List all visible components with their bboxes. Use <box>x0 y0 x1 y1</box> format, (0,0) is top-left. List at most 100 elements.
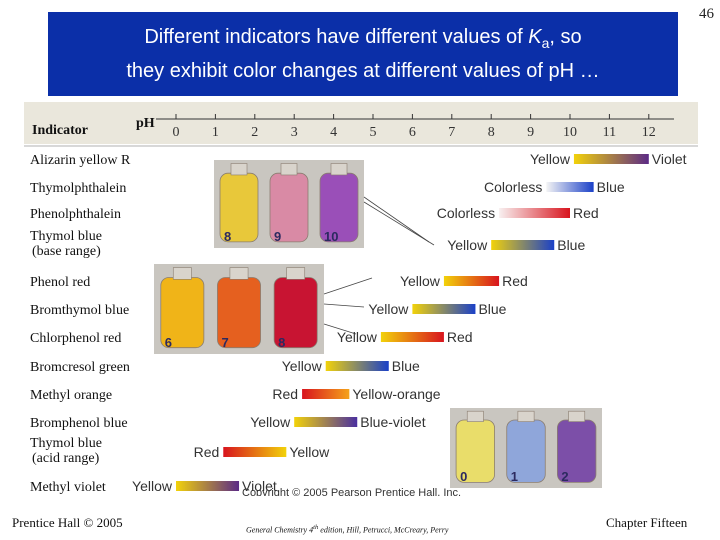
copyright-notice: Copyright © 2005 Pearson Prentice Hall, … <box>242 487 461 496</box>
high-ph-color-label: Blue <box>557 237 585 253</box>
bottle-ph-label: 0 <box>460 469 467 484</box>
color-transition-bar <box>412 304 476 314</box>
ph-tick-label: 2 <box>251 125 258 140</box>
ph-tick-label: 1 <box>212 125 219 140</box>
slide-title: Different indicators have different valu… <box>48 12 678 96</box>
indicator-name: Chlorphenol red <box>30 331 121 346</box>
title-k-subscript: a <box>541 35 550 51</box>
color-transition-bar <box>325 361 389 371</box>
slide-number: 46 <box>699 6 714 22</box>
indicator-name: Thymolphthalein <box>30 181 126 196</box>
indicator-name: Bromthymol blue <box>30 303 129 318</box>
ph-tick-label: 11 <box>603 125 616 140</box>
color-transition-bar <box>302 389 350 399</box>
low-ph-color-label: Yellow <box>250 414 291 430</box>
header-ph-label: pH <box>136 116 155 131</box>
color-transition-bar <box>176 481 240 491</box>
ph-tick-label: 3 <box>291 125 298 140</box>
bottle-cap <box>568 410 586 422</box>
low-ph-color-label: Yellow <box>447 237 488 253</box>
high-ph-color-label: Blue <box>392 358 420 374</box>
low-ph-color-label: Yellow <box>368 301 409 317</box>
bottle-ph-label: 8 <box>278 335 285 350</box>
ph-tick-label: 6 <box>409 125 416 140</box>
indicator-name: Phenolphthalein <box>30 207 121 222</box>
ph-tick-label: 4 <box>330 125 337 140</box>
high-ph-color-label: Red <box>502 273 528 289</box>
high-ph-color-label: Yellow-orange <box>352 386 440 402</box>
high-ph-color-label: Blue-violet <box>360 414 425 430</box>
low-ph-color-label: Yellow <box>282 358 323 374</box>
footer-citation-sup: th <box>313 524 319 531</box>
indicator-name: Phenol red <box>30 275 90 290</box>
color-transition-bar <box>443 276 500 286</box>
high-ph-color-label: Blue <box>478 301 506 317</box>
photo-pointer-line <box>323 277 373 295</box>
ph-tick-label: 12 <box>642 125 656 140</box>
low-ph-color-label: Colorless <box>437 205 495 221</box>
title-k-symbol: K <box>528 26 542 48</box>
photo-pointer-line <box>323 303 365 308</box>
high-ph-color-label: Yellow <box>289 444 330 460</box>
indicator-name: Methyl orange <box>30 388 112 403</box>
bottle-ph-label: 10 <box>324 229 338 244</box>
high-ph-color-label: Red <box>573 205 599 221</box>
bottle-cap <box>286 267 306 280</box>
low-ph-color-label: Yellow <box>530 151 571 167</box>
ph-tick-label: 9 <box>527 125 534 140</box>
bottle-cap <box>466 410 484 422</box>
indicator-name: Bromcresol green <box>30 360 130 375</box>
indicator-name: Alizarin yellow R <box>30 153 131 168</box>
bottle-ph-label: 6 <box>165 335 172 350</box>
bottle-ph-label: 1 <box>511 469 518 484</box>
bottle-ph-label: 7 <box>221 335 228 350</box>
header-indicator-label: Indicator <box>32 123 88 138</box>
color-transition-bar <box>546 182 594 192</box>
photo-pointer-line <box>363 201 435 246</box>
color-transition-bar <box>223 447 287 457</box>
title-line-2: they exhibit color changes at different … <box>126 60 600 82</box>
bottle-ph-label: 2 <box>561 469 568 484</box>
ph-tick-label: 8 <box>488 125 495 140</box>
indicator-name: Bromphenol blue <box>30 416 128 431</box>
title-line-1: Different indicators have different valu… <box>48 23 678 57</box>
photo-pointer-line <box>363 196 430 243</box>
ph-tick-label: 7 <box>448 125 455 140</box>
high-ph-color-label: Blue <box>597 179 625 195</box>
low-ph-color-label: Red <box>194 444 220 460</box>
bottle-cap <box>517 410 535 422</box>
footer-citation-suffix: edition, Hill, Petrucci, McCreary, Perry <box>318 525 449 535</box>
bottle-cap <box>172 267 192 280</box>
footer-chapter: Chapter Fifteen <box>606 515 688 530</box>
high-ph-color-label: Violet <box>652 151 687 167</box>
low-ph-color-label: Red <box>272 386 298 402</box>
color-transition-bar <box>573 154 649 164</box>
bottle-cap <box>230 163 248 176</box>
low-ph-color-label: Colorless <box>484 179 542 195</box>
ph-tick-label: 0 <box>173 125 180 140</box>
high-ph-color-label: Red <box>447 329 473 345</box>
bottle-cap <box>280 163 298 176</box>
bottle-ph-label: 8 <box>224 229 231 244</box>
color-transition-bar <box>294 417 358 427</box>
title-line-1-suffix: , so <box>549 26 582 48</box>
footer-publisher: Prentice Hall © 2005 <box>12 515 123 530</box>
footer-citation-prefix: General Chemistry 4 <box>246 525 314 535</box>
indicator-chart: Indicator pH0 1 2 3 4 5 6 7 8 9 10 11 128 9 106 7 80 1 2Ali… <box>24 102 698 496</box>
photo-pointer-line <box>323 323 357 335</box>
indicator-name: Thymol blue <box>30 436 102 451</box>
low-ph-color-label: Yellow <box>132 478 173 494</box>
color-transition-bar <box>491 240 555 250</box>
footer-citation: General Chemistry 4th edition, Hill, Pet… <box>246 524 448 535</box>
low-ph-color-label: Yellow <box>400 273 441 289</box>
title-line-1-prefix: Different indicators have different valu… <box>144 26 529 48</box>
indicator-name: Methyl violet <box>30 480 106 495</box>
low-ph-color-label: Yellow <box>337 329 378 345</box>
bottle-cap <box>330 163 348 176</box>
indicator-name-range: (base range) <box>32 244 101 259</box>
color-transition-bar <box>499 208 570 218</box>
header-band <box>24 102 698 144</box>
ph-tick-label: 5 <box>370 125 377 140</box>
bottle-ph-label: 9 <box>274 229 281 244</box>
indicator-name-range: (acid range) <box>32 451 100 466</box>
